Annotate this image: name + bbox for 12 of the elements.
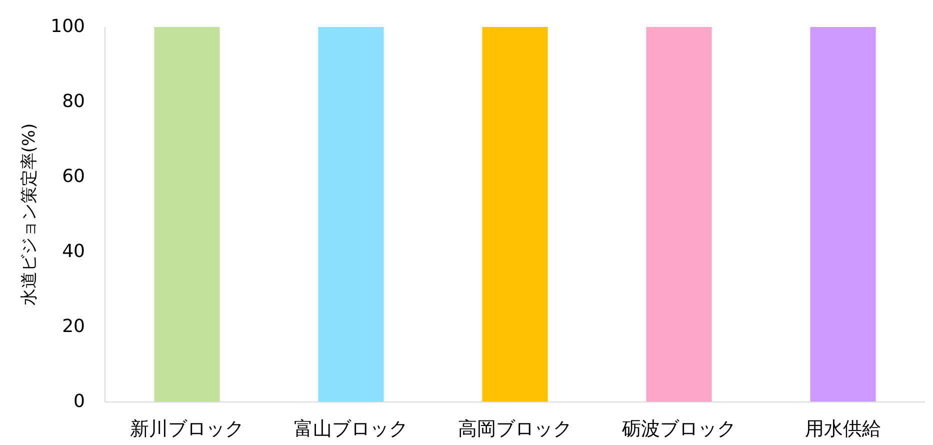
x-tick-label: 高岡ブロック	[458, 418, 572, 440]
y-axis-title: 水道ビジョン策定率(%)	[20, 123, 40, 306]
y-tick-label: 40	[62, 240, 85, 262]
y-tick-label: 60	[62, 166, 85, 187]
y-tick-label: 20	[62, 316, 85, 337]
x-tick-label: 用水供給	[805, 418, 881, 440]
y-tick-label: 100	[50, 16, 85, 37]
y-tick-label: 80	[62, 90, 85, 112]
y-tick-label: 0	[74, 390, 85, 412]
x-tick-label: 砺波ブロック	[621, 418, 736, 440]
x-tick-label: 新川ブロック	[130, 418, 244, 440]
x-tick-label: 富山ブロック	[294, 418, 408, 440]
